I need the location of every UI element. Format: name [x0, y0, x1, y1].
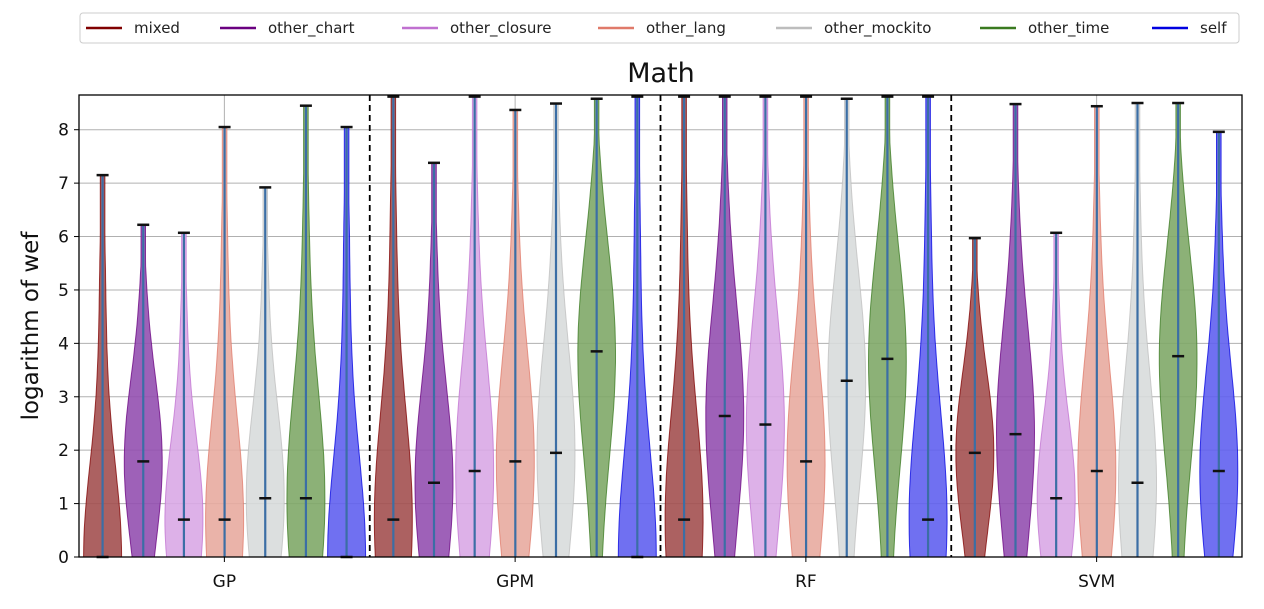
legend-label: other_chart: [268, 19, 355, 38]
x-tick-label: GP: [213, 572, 236, 592]
legend-box: [79, 12, 1240, 44]
y-tick-label: 7: [58, 174, 69, 194]
legend-label: other_mockito: [824, 19, 931, 38]
y-axis: 0 1 2 3 4 5 6 7 8: [58, 121, 79, 568]
x-tick-label: GPM: [496, 572, 534, 592]
y-tick-label: 4: [58, 334, 69, 354]
x-tick-label: SVM: [1078, 572, 1115, 592]
legend-label: mixed: [134, 19, 180, 37]
y-tick-label: 2: [58, 441, 69, 461]
legend-label: self: [1200, 19, 1227, 37]
y-axis-label: logarithm of wef: [18, 231, 44, 421]
y-tick-label: 0: [58, 548, 69, 568]
legend: mixed other_chart other_closure other_lang o…: [79, 12, 1240, 44]
plot-frame: [78, 94, 1243, 558]
x-axis: GP GPM RF SVM: [213, 557, 1115, 592]
y-tick-label: 3: [58, 388, 69, 408]
legend-label: other_time: [1028, 19, 1109, 38]
y-tick-label: 1: [58, 495, 69, 515]
legend-label: other_lang: [646, 19, 726, 38]
y-tick-label: 8: [58, 121, 69, 141]
violins: [83, 95, 1239, 559]
y-tick-label: 6: [58, 228, 69, 248]
x-tick-label: RF: [795, 572, 817, 592]
legend-label: other_closure: [450, 19, 551, 38]
group-separators: [368, 95, 953, 557]
chart-title: Math: [627, 58, 695, 89]
y-tick-label: 5: [58, 281, 69, 301]
